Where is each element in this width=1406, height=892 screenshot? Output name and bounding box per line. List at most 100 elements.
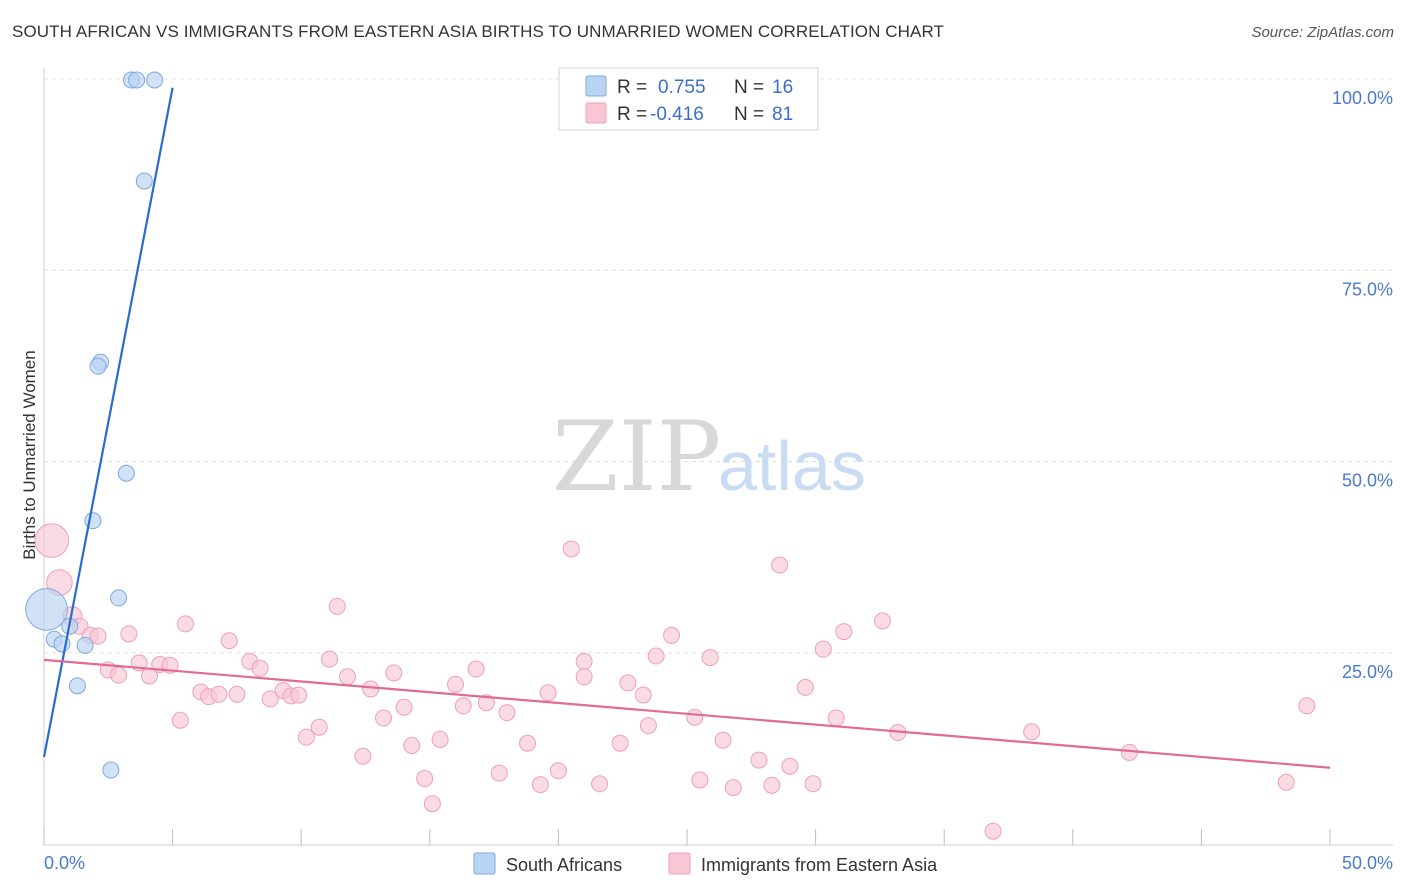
eastern-asia-point [403, 737, 421, 755]
eastern-asia-point [750, 751, 768, 769]
trend-lines [42, 87, 1331, 769]
bottom-legend: South Africans Immigrants from Eastern A… [473, 852, 938, 875]
eastern-asia-point [395, 698, 413, 716]
watermark-zip: ZIP [552, 401, 721, 513]
eastern-asia-point [477, 694, 495, 712]
y-axis-title: Births to Unmarried Women [20, 350, 39, 559]
eastern-asia-point [611, 734, 629, 752]
south-african-point [102, 761, 120, 779]
south-african-point [146, 71, 164, 89]
eastern-asia-point [385, 664, 403, 682]
bottom-legend-label: Immigrants from Eastern Asia [701, 855, 938, 875]
y-tick-label: 100.0% [1332, 88, 1393, 108]
eastern-asia-point [591, 775, 609, 793]
eastern-asia-point [251, 659, 269, 677]
south-african-point [110, 589, 128, 607]
eastern-asia-point [210, 685, 228, 703]
south-african-point [89, 357, 107, 375]
gridlines [44, 78, 1393, 654]
eastern-asia-point [619, 674, 637, 692]
eastern-asia-point [763, 776, 781, 794]
eastern-asia-point [539, 684, 557, 702]
eastern-asia-point [416, 769, 434, 787]
y-tick-label: 50.0% [1342, 471, 1393, 491]
eastern-asia-point [261, 690, 279, 708]
eastern-asia-point [827, 709, 845, 727]
south-african-point [128, 71, 146, 89]
x-tick-label: 50.0% [1342, 853, 1393, 873]
eastern-asia-point [297, 728, 315, 746]
eastern-asia-point [701, 649, 719, 667]
legend-swatch-pink [585, 102, 607, 124]
eastern-asia-point [362, 680, 380, 698]
eastern-asia-point [771, 556, 789, 574]
y-tick-label: 75.0% [1342, 279, 1393, 299]
eastern-asia-point [724, 779, 742, 797]
eastern-asia-point [498, 704, 516, 722]
eastern-asia-point [228, 685, 246, 703]
south-african-point [25, 588, 68, 631]
eastern-asia-point [639, 717, 657, 735]
eastern-asia-point [354, 747, 372, 765]
eastern-asia-point [1298, 697, 1316, 715]
x-tick-labels: 0.0% 50.0% [44, 853, 1393, 873]
south-african-point [135, 172, 153, 190]
y-tick-label: 25.0% [1342, 662, 1393, 682]
eastern-asia-point [804, 775, 822, 793]
y-tick-labels: 25.0% 50.0% 75.0% 100.0% [1332, 88, 1393, 682]
eastern-asia-point [454, 697, 472, 715]
eastern-asia-point [338, 668, 356, 686]
legend-r-value: 0.755 [658, 77, 706, 98]
eastern-asia-point [575, 668, 593, 686]
eastern-asia-point [89, 627, 107, 645]
eastern-asia-point [110, 666, 128, 684]
axes [43, 68, 1393, 846]
eastern-asia-point [34, 523, 70, 558]
eastern-asia-trend-line [43, 658, 1331, 769]
south-african-point [76, 636, 94, 654]
eastern-asia-point [447, 675, 465, 693]
legend-n-value: 16 [772, 77, 793, 98]
eastern-asia-point [176, 615, 194, 633]
eastern-asia-point [562, 540, 580, 558]
eastern-asia-point [663, 626, 681, 644]
eastern-asia-point [549, 762, 567, 780]
eastern-asia-point [714, 731, 732, 749]
chart-title: SOUTH AFRICAN VS IMMIGRANTS FROM EASTERN… [12, 22, 945, 41]
x-tick-label: 0.0% [44, 853, 85, 873]
source-credit: Source: ZipAtlas.com [1251, 24, 1394, 41]
eastern-asia-point [796, 678, 814, 696]
eastern-asia-point [984, 822, 1002, 840]
bottom-legend-swatch-blue [473, 852, 496, 875]
eastern-asia-point [835, 623, 853, 641]
eastern-asia-point [519, 734, 537, 752]
south-african-point [117, 464, 135, 482]
legend-n-label: N = [734, 77, 764, 98]
eastern-asia-point [423, 795, 441, 813]
bottom-legend-label: South Africans [506, 855, 622, 875]
eastern-asia-point [531, 776, 549, 794]
legend-r-label: R = [617, 104, 647, 125]
eastern-asia-point [1277, 773, 1295, 791]
eastern-asia-point [431, 730, 449, 748]
series-eastern-asia-points [34, 523, 1316, 840]
eastern-asia-point [328, 597, 346, 615]
eastern-asia-point [1023, 723, 1041, 741]
legend-n-value: 81 [772, 104, 793, 125]
eastern-asia-point [490, 764, 508, 782]
south-african-point [68, 677, 86, 695]
legend-box: R = 0.755 N = 16 R = -0.416 N = 81 [558, 67, 819, 131]
eastern-asia-point [171, 711, 189, 729]
eastern-asia-point [320, 650, 338, 668]
eastern-asia-point [375, 709, 393, 727]
eastern-asia-point [575, 652, 593, 670]
legend-n-label: N = [734, 104, 764, 125]
eastern-asia-point [647, 647, 665, 665]
eastern-asia-point [873, 612, 891, 630]
watermark-atlas: atlas [718, 427, 866, 505]
eastern-asia-point [691, 771, 709, 789]
eastern-asia-point [120, 625, 138, 643]
legend-r-label: R = [617, 77, 647, 98]
south-africans-trend-line [42, 87, 174, 758]
